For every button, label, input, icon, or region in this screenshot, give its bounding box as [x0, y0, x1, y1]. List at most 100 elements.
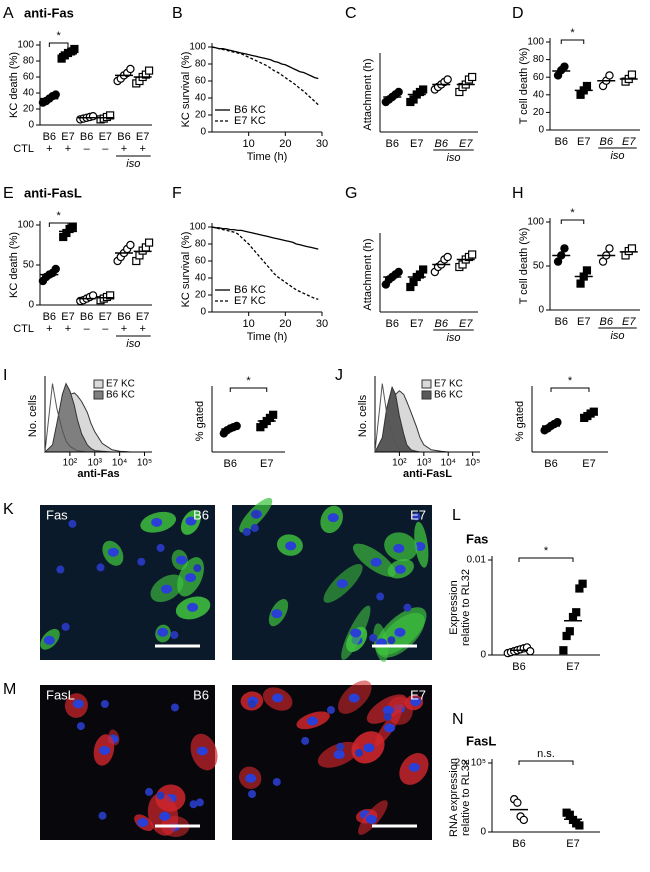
x-tick-label: E7 — [136, 131, 149, 143]
ctl-sign: + — [46, 143, 52, 155]
data-point — [572, 608, 581, 617]
y-tick-label: 20 — [195, 110, 207, 121]
x-tick-label: 10 — [243, 138, 255, 150]
y-axis-label: KC death (%) — [8, 232, 20, 298]
nucleus — [137, 557, 146, 566]
y-axis-label: Attachment (h) — [362, 238, 374, 310]
data-point — [575, 821, 584, 830]
iso-label: iso — [610, 330, 624, 342]
y-tick-label: 100 — [527, 37, 544, 48]
x-tick-label: E7 — [99, 311, 112, 323]
nucleus — [365, 814, 377, 824]
nucleus — [176, 555, 188, 565]
data-point — [106, 291, 115, 300]
stain-label: FasL — [46, 687, 75, 702]
data-point — [144, 66, 154, 75]
panel-letter: D — [512, 5, 524, 22]
panel-letter: E — [3, 185, 14, 202]
nucleus — [348, 693, 360, 703]
panel-letter: G — [345, 185, 357, 202]
legend-swatch — [93, 390, 104, 400]
y-tick-label: 0.01 — [467, 555, 487, 566]
y-axis-label: T cell death (%) — [518, 48, 530, 125]
y-tick-label: 40 — [195, 93, 207, 104]
nucleus — [326, 705, 335, 714]
nucleus — [245, 773, 257, 783]
data-point — [627, 70, 637, 79]
y-tick-label: 0 — [200, 127, 206, 138]
x-axis-label: Time (h) — [247, 331, 288, 343]
x-tick-label: B6 — [43, 131, 56, 143]
nucleus — [382, 705, 394, 715]
y-axis-label: No. cells — [357, 394, 369, 437]
iso-label: iso — [126, 158, 140, 170]
y-axis-label: % gated — [194, 401, 206, 441]
nucleus — [185, 516, 197, 526]
data-point — [419, 85, 428, 94]
y-tick-label: 50 — [23, 260, 35, 271]
nucleus — [144, 787, 153, 796]
significance-bracket — [550, 387, 590, 392]
nucleus — [383, 723, 395, 733]
panel-letter: C — [345, 5, 357, 22]
x-tick-label: E7 — [566, 838, 579, 850]
x-tick-label: 10⁴ — [441, 458, 456, 469]
x-tick-label: B6 — [512, 661, 525, 673]
x-tick-label: E7 — [622, 136, 636, 148]
x-tick-label: B6 — [512, 838, 525, 850]
panel-letter: K — [3, 501, 14, 518]
y-tick-label: 100 — [17, 220, 34, 231]
y-axis-label: RNA expression — [448, 758, 460, 837]
significance-label: n.s. — [537, 748, 555, 760]
significance-bracket — [560, 39, 585, 44]
x-tick-label: E7 — [566, 661, 579, 673]
y-tick-label: 60 — [533, 72, 545, 83]
ctl-sign: + — [139, 323, 145, 335]
nucleus — [394, 627, 406, 637]
x-tick-label: 10⁴ — [112, 458, 127, 469]
nucleus — [248, 700, 257, 709]
y-axis-label: % gated — [514, 401, 526, 441]
significance-label: * — [57, 30, 62, 42]
ctl-sign: – — [84, 323, 91, 335]
x-tick-label: B6 — [435, 318, 449, 330]
data-point — [70, 44, 79, 54]
nucleus — [306, 716, 318, 726]
nucleus — [250, 524, 259, 533]
nucleus — [394, 564, 406, 574]
x-tick-label: 10³ — [417, 458, 432, 469]
data-point — [126, 64, 135, 74]
x-tick-label: E7 — [459, 138, 473, 150]
nucleus — [193, 564, 202, 573]
nucleus — [387, 636, 396, 645]
x-tick-label: E7 — [61, 131, 74, 143]
sample-label: E7 — [410, 507, 426, 522]
ctl-sign: + — [139, 143, 145, 155]
nucleus — [156, 791, 165, 800]
y-tick-label: 100 — [17, 40, 34, 51]
nucleus — [61, 622, 70, 631]
nucleus — [370, 557, 382, 567]
y-axis-label: Expression — [448, 580, 460, 634]
data-point — [468, 72, 477, 82]
ctl-sign: – — [102, 323, 109, 335]
significance-bracket — [560, 219, 585, 224]
ctl-sign: – — [84, 143, 91, 155]
nucleus — [336, 579, 348, 589]
data-point — [126, 240, 135, 250]
legend-label: B6 KC — [434, 390, 463, 401]
x-tick-label: B6 — [386, 318, 399, 330]
nucleus — [187, 602, 199, 612]
legend-label: B6 KC — [234, 284, 266, 296]
ctl-sign: + — [46, 323, 52, 335]
data-point — [513, 798, 522, 807]
nucleus — [185, 573, 197, 583]
x-tick-label: E7 — [99, 131, 112, 143]
x-tick-label: 10³ — [88, 458, 103, 469]
data-point — [560, 62, 569, 71]
significance-bracket — [518, 557, 574, 562]
x-tick-label: B6 — [80, 311, 93, 323]
x-tick-label: E7 — [61, 311, 74, 323]
